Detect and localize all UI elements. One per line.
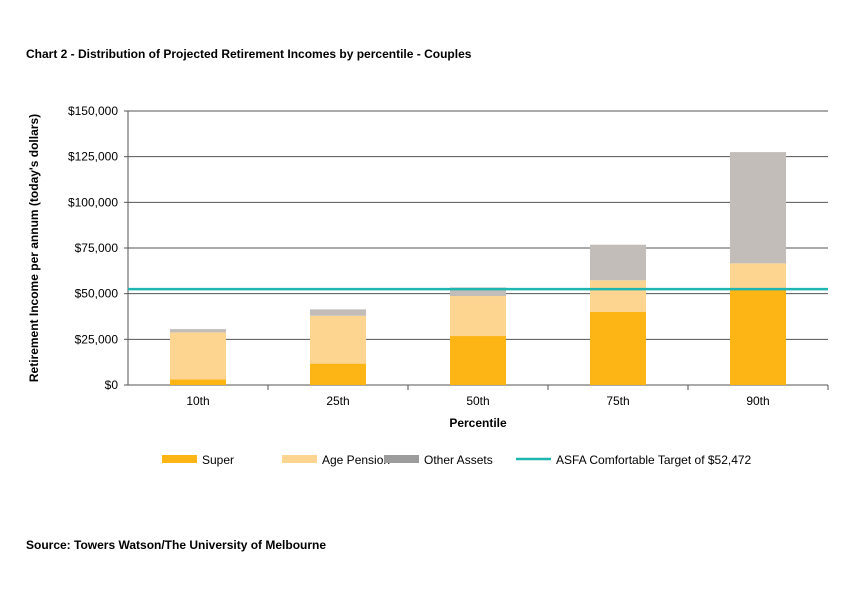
bar-other-assets bbox=[590, 244, 646, 281]
bar-super bbox=[450, 336, 506, 385]
bar-age-pension bbox=[730, 263, 786, 290]
source-note: Source: Towers Watson/The University of … bbox=[26, 538, 327, 552]
legend-label: Age Pension bbox=[322, 453, 390, 467]
legend-swatch bbox=[282, 455, 317, 463]
legend-label: Other Assets bbox=[424, 453, 493, 467]
bar-other-assets bbox=[730, 152, 786, 264]
bar-other-assets bbox=[450, 287, 506, 297]
legend-label: Super bbox=[202, 453, 234, 467]
x-tick-label: 90th bbox=[746, 394, 769, 408]
y-tick-label: $25,000 bbox=[75, 332, 119, 346]
bar-age-pension bbox=[590, 280, 646, 312]
y-tick-label: $0 bbox=[105, 378, 119, 392]
x-tick-label: 10th bbox=[186, 394, 209, 408]
y-tick-label: $75,000 bbox=[75, 241, 119, 255]
bar-super bbox=[590, 311, 646, 385]
bar-super bbox=[170, 379, 226, 385]
y-tick-label: $125,000 bbox=[68, 150, 118, 164]
bar-other-assets bbox=[310, 309, 366, 316]
legend-swatch bbox=[162, 455, 197, 463]
chart-title: Chart 2 - Distribution of Projected Reti… bbox=[26, 47, 472, 61]
x-tick-label: 50th bbox=[466, 394, 489, 408]
y-tick-label: $100,000 bbox=[68, 195, 118, 209]
bar-age-pension bbox=[310, 315, 366, 364]
x-tick-label: 75th bbox=[606, 394, 629, 408]
bar-super bbox=[730, 289, 786, 385]
bar-age-pension bbox=[450, 296, 506, 337]
bar-age-pension bbox=[170, 332, 226, 380]
legend-label: ASFA Comfortable Target of $52,472 bbox=[556, 453, 752, 467]
y-tick-label: $50,000 bbox=[75, 287, 119, 301]
bar-super bbox=[310, 363, 366, 385]
y-axis-title: Retirement Income per annum (today's dol… bbox=[27, 114, 41, 382]
x-tick-label: 25th bbox=[326, 394, 349, 408]
y-tick-label: $150,000 bbox=[68, 104, 118, 118]
legend-swatch bbox=[384, 455, 419, 463]
x-axis-title: Percentile bbox=[449, 416, 507, 430]
bar-other-assets bbox=[170, 329, 226, 333]
